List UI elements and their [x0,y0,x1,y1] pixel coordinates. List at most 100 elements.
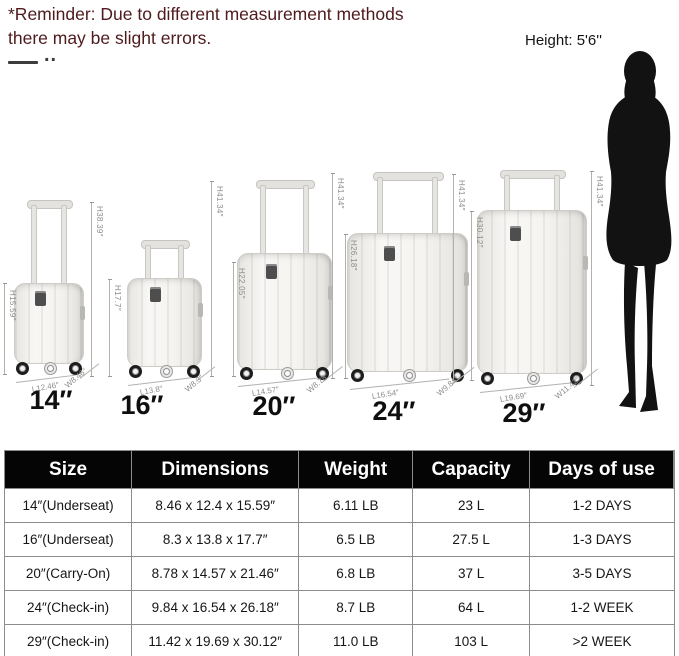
dim-line-29-total [452,174,456,381]
cell-capacity: 37 L [413,556,531,590]
dim-line-24-body [344,234,348,379]
trolley-grip [373,172,444,181]
size-label-16: 16″ [120,390,164,420]
size-label-24: 24″ [372,396,416,426]
wheel [570,372,583,385]
trolley-post [432,177,438,237]
dim-label-29-body: H30.12″ [475,217,484,248]
trolley-post [61,205,67,287]
cell-days: >2 WEEK [530,624,674,656]
cell-days: 1-2 DAYS [530,488,674,522]
divider-dash [8,61,38,64]
dim-line-20-body [232,262,236,377]
cell-weight: 6.11 LB [299,488,414,522]
divider-dots: .. [44,44,58,66]
cell-capacity: 103 L [413,624,531,656]
wheel [240,367,253,380]
cell-weight: 6.5 LB [299,522,414,556]
suitcase-shell [127,278,203,367]
logo-plate [35,291,47,307]
suitcase-24 [347,172,469,382]
trolley-post [377,177,383,237]
size-label-20: 20″ [252,391,296,421]
cell-dimensions: 11.42 x 19.69 x 30.12″ [132,624,300,656]
dim-line-29-body [470,211,474,381]
size-label-29: 29″ [502,398,546,428]
trolley-post [303,185,309,257]
suitcase-shell [347,233,469,372]
trolley-post [260,185,266,257]
reminder-line2: there may be slight errors. [8,28,212,48]
side-latch [464,272,469,287]
suitcase-shell [237,253,333,370]
wheel [160,365,173,378]
cell-days: 3-5 DAYS [530,556,674,590]
side-latch [583,256,588,271]
dim-label-20-total: H41.34″ [215,186,224,217]
col-header-weight: Weight [299,451,414,488]
cell-weight: 11.0 LB [299,624,414,656]
trolley-post [554,175,560,214]
cell-dimensions: 9.84 x 16.54 x 26.18″ [132,590,300,624]
col-header-days-of-use: Days of use [530,451,674,488]
cell-size: 20″(Carry-On) [5,556,133,590]
suitcase-shell [14,283,85,364]
cell-weight: 6.8 LB [299,556,414,590]
cell-dimensions: 8.46 x 12.4 x 15.59″ [132,488,300,522]
dim-line-16-body [108,279,112,377]
wheel [451,369,464,382]
trolley-post [31,205,37,287]
person-height-label: Height: 5'6'' [525,32,602,49]
dim-label-14-body: H15.59″ [8,290,17,321]
cell-dimensions: 8.78 x 14.57 x 21.46″ [132,556,300,590]
woman-silhouette-icon [606,51,672,412]
wheel [351,369,364,382]
dim-line-14-total [90,202,94,377]
trolley-grip [141,240,190,249]
dim-label-20-body: H22.05″ [237,268,246,299]
cell-size: 24″(Check-in) [5,590,133,624]
wheel [16,362,29,375]
cell-capacity: 64 L [413,590,531,624]
logo-plate [149,286,161,302]
logo-plate [383,246,395,262]
dim-label-29-total-right: H41.34″ [595,176,604,207]
dim-line-14-body [3,283,7,375]
wheel [527,372,540,385]
dim-label-24-total: H41.34″ [336,178,345,209]
wheel [187,365,200,378]
logo-plate [265,264,277,280]
cell-size: 16″(Underseat) [5,522,133,556]
col-header-size: Size [5,451,133,488]
col-header-capacity: Capacity [413,451,531,488]
wheel [316,367,329,380]
trolley-grip [256,180,315,189]
suitcase-shell [477,210,588,374]
dim-label-14-total: H38.39″ [95,206,104,237]
wheel [129,365,142,378]
dim-label-24-body: H26.18″ [349,240,358,271]
reminder-line1: *Reminder: Due to different measurement … [8,4,404,24]
cell-size: 14″(Underseat) [5,488,133,522]
logo-plate [510,225,522,241]
spec-table: Size Dimensions Weight Capacity Days of … [4,450,675,656]
col-header-dimensions: Dimensions [132,451,300,488]
dim-line-20-total [210,181,214,377]
wheel [481,372,494,385]
side-latch [198,303,203,318]
cell-dimensions: 8.3 x 13.8 x 17.7″ [132,522,300,556]
wheel [281,367,294,380]
reminder-note: *Reminder: Due to different measurement … [8,2,488,50]
wheel [44,362,57,375]
trolley-post [504,175,510,214]
cell-days: 1-2 WEEK [530,590,674,624]
dim-line-29-total-right [590,171,594,386]
size-label-14: 14″ [29,385,73,415]
suitcase-16 [127,240,203,378]
dim-line-24-total [331,173,335,379]
cell-weight: 8.7 LB [299,590,414,624]
cell-size: 29″(Check-in) [5,624,133,656]
cell-days: 1-3 DAYS [530,522,674,556]
cell-capacity: 23 L [413,488,531,522]
